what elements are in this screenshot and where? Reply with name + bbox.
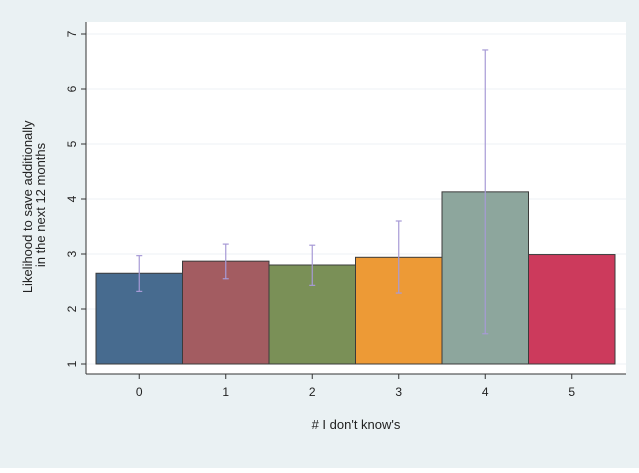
y-tick-label-2: 2 bbox=[65, 305, 79, 312]
bar-2 bbox=[268, 264, 356, 365]
x-tick-label-0: 0 bbox=[136, 385, 143, 399]
error-bar-2 bbox=[309, 244, 316, 286]
y-tick-label-7: 7 bbox=[65, 30, 79, 37]
y-axis-label-line-2: in the next 12 months bbox=[33, 142, 48, 267]
y-tick-label-1: 1 bbox=[65, 360, 79, 367]
x-axis-ticks: 0 1 2 3 4 5 bbox=[136, 374, 575, 399]
y-tick-label-3: 3 bbox=[65, 250, 79, 257]
y-tick-label-6: 6 bbox=[65, 85, 79, 92]
error-bar-3 bbox=[395, 220, 402, 294]
x-axis-label: # I don't know's bbox=[312, 417, 401, 432]
y-axis-ticks: 1 2 3 4 5 6 7 bbox=[65, 30, 86, 367]
error-bar-1 bbox=[222, 243, 229, 280]
bar-5 bbox=[528, 254, 616, 365]
y-axis-label-line-1: Likelihood to save additionally bbox=[20, 120, 35, 293]
error-bar-0 bbox=[136, 255, 143, 292]
y-axis-label: Likelihood to save additionally in the n… bbox=[20, 117, 48, 293]
error-bar-4 bbox=[482, 49, 489, 335]
y-tick-label-4: 4 bbox=[65, 195, 79, 202]
error-bars bbox=[136, 49, 489, 335]
y-tick-label-5: 5 bbox=[65, 140, 79, 147]
x-tick-label-5: 5 bbox=[568, 385, 575, 399]
x-tick-label-2: 2 bbox=[309, 385, 316, 399]
x-tick-label-1: 1 bbox=[222, 385, 229, 399]
x-tick-label-4: 4 bbox=[482, 385, 489, 399]
x-tick-label-3: 3 bbox=[395, 385, 402, 399]
